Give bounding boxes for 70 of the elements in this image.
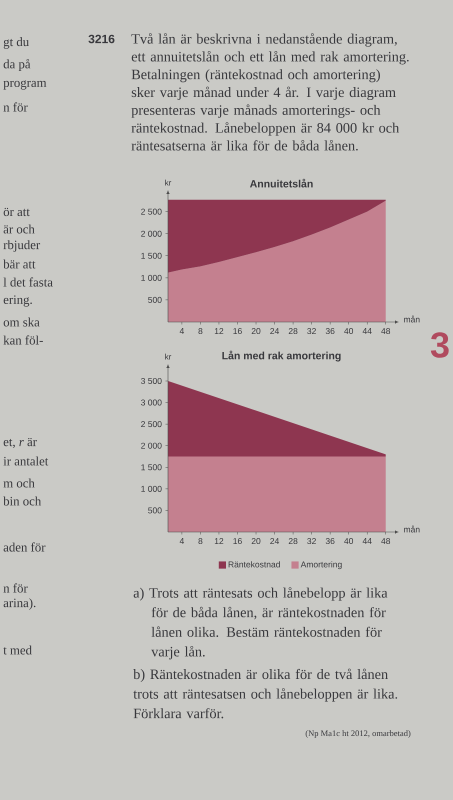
x-tick-label: 4 bbox=[180, 328, 184, 334]
y-tick-label: 500 bbox=[148, 507, 162, 514]
y-tick-label: 500 bbox=[148, 296, 162, 303]
x-tick-label: 20 bbox=[252, 328, 260, 334]
x-tick-label: 36 bbox=[326, 538, 334, 544]
text: et, r är bbox=[4, 438, 37, 448]
text: t med bbox=[3, 646, 32, 655]
y-axis-title: kr bbox=[165, 180, 172, 186]
y-tick-label: 1 500 bbox=[141, 464, 162, 470]
x-tick-label: 24 bbox=[270, 328, 280, 334]
text: ering. bbox=[4, 295, 32, 307]
x-tick-label: 12 bbox=[214, 328, 224, 334]
y-tick-label: 1 500 bbox=[141, 252, 162, 259]
y-tick-label: 3 500 bbox=[141, 378, 162, 384]
text: gt du bbox=[4, 37, 29, 49]
text: Två lån är beskrivna i nedanstående diagram, ett annuitetslån och ett lån med rak amortering. Betalningen (räntekostnad och amortering) sker varje månad under 4 år. I varje diagram presenteras varje månads amorterings- och räntekostnad. Lånebeloppen är 84 000 kr och räntesatserna är lika för de båda lånen. bbox=[131, 33, 409, 151]
x-axis-title: mån bbox=[404, 316, 420, 322]
text: arina). bbox=[4, 598, 36, 610]
x-tick-label: 16 bbox=[233, 328, 242, 334]
y-tick-label: 2 000 bbox=[141, 442, 162, 449]
text: är och bbox=[4, 224, 35, 234]
text: rbjuder bbox=[3, 240, 40, 252]
y-axis-title: kr bbox=[165, 354, 172, 360]
text: aden för bbox=[4, 542, 46, 552]
x-tick-label: 24 bbox=[270, 538, 280, 544]
x-tick-label: 40 bbox=[344, 328, 354, 334]
x-tick-label: 8 bbox=[198, 538, 202, 544]
x-axis-title: mån bbox=[404, 526, 420, 532]
text: bär att bbox=[3, 260, 36, 269]
x-tick-label: 36 bbox=[326, 328, 334, 334]
x-tick-label: 32 bbox=[307, 538, 316, 544]
text: program bbox=[3, 80, 46, 90]
y-tick-label: 1 000 bbox=[141, 486, 162, 492]
chart-title: Lån med rak amortering bbox=[222, 350, 341, 362]
x-tick-label: 44 bbox=[362, 538, 372, 544]
x-tick-label: 28 bbox=[288, 328, 298, 334]
text: 3216 bbox=[88, 34, 114, 44]
text: kan föl- bbox=[3, 335, 43, 345]
chart-title: Annuitetslån bbox=[250, 178, 313, 188]
x-tick-label: 12 bbox=[214, 538, 224, 544]
x-tick-label: 28 bbox=[288, 538, 298, 544]
text: ör att bbox=[4, 208, 30, 216]
x-tick-label: 20 bbox=[252, 538, 260, 544]
text: om ska bbox=[4, 318, 40, 327]
text: bin och bbox=[3, 496, 42, 506]
y-tick-label: 3 000 bbox=[141, 400, 162, 406]
legend-label: Räntekostnad bbox=[228, 561, 280, 568]
text: n för bbox=[4, 102, 28, 112]
y-tick-label: 2 500 bbox=[141, 208, 162, 215]
legend-label: Amortering bbox=[300, 561, 342, 570]
text: ir antalet bbox=[3, 456, 48, 466]
x-tick-label: 16 bbox=[233, 538, 242, 544]
y-tick-label: 2 500 bbox=[141, 421, 162, 428]
text: da på bbox=[4, 59, 30, 72]
text: b) Räntekostnaden är olika för de två lånen trots att räntesatsen och lånebeloppen är lika. Förklara varför. bbox=[133, 668, 398, 718]
text: l det fasta bbox=[3, 277, 53, 287]
x-tick-label: 40 bbox=[344, 538, 354, 544]
x-tick-label: 48 bbox=[381, 328, 390, 334]
text: a) Trots att räntesats och lånebelopp är lika för de båda lånen, är räntekostnaden för lånen olika. Bestäm räntekostnaden för varje lån. bbox=[134, 587, 388, 660]
x-tick-label: 8 bbox=[198, 328, 202, 334]
x-tick-label: 48 bbox=[381, 538, 390, 544]
text: n för bbox=[4, 583, 28, 593]
text: 3 bbox=[430, 332, 449, 358]
x-tick-label: 32 bbox=[307, 328, 316, 334]
x-tick-label: 4 bbox=[180, 538, 184, 544]
y-tick-label: 1 000 bbox=[141, 274, 162, 281]
text: m och bbox=[3, 478, 35, 488]
x-tick-label: 44 bbox=[362, 328, 372, 334]
text: (Np Ma1c ht 2012, omarbetad) bbox=[306, 730, 410, 738]
y-tick-label: 2 000 bbox=[141, 230, 162, 237]
